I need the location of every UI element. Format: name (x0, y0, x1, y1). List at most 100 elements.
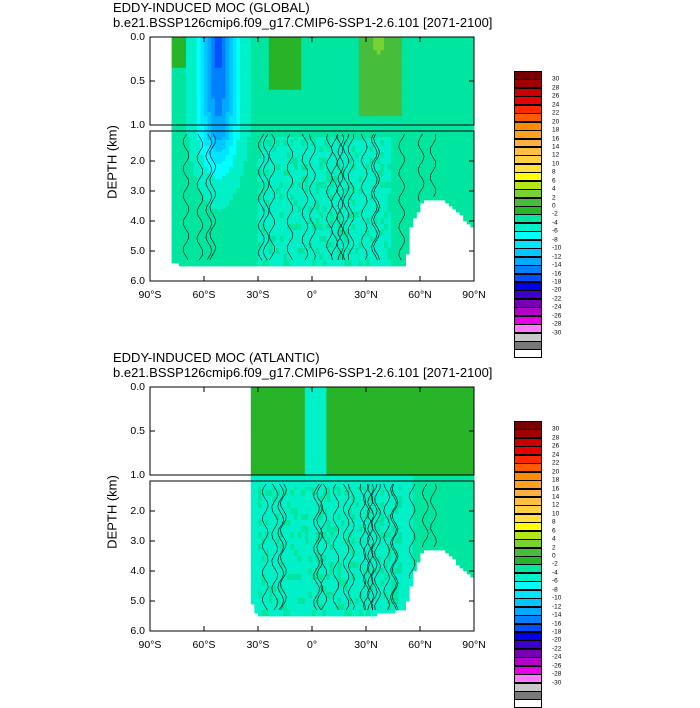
heatmap-cell (225, 89, 230, 95)
heatmap-cell (247, 212, 252, 216)
heatmap-cell (175, 239, 180, 243)
heatmap-cell (340, 197, 345, 201)
heatmap-cell (441, 149, 446, 153)
heatmap-cell (225, 212, 230, 216)
heatmap-cell (405, 85, 410, 91)
heatmap-cell (193, 94, 198, 99)
heatmap-cell (384, 125, 388, 135)
heatmap-cell (423, 134, 428, 138)
heatmap-cell (276, 164, 280, 168)
heatmap-cell (258, 197, 262, 201)
heatmap-cell (297, 218, 302, 222)
heatmap-cell (409, 143, 414, 147)
heatmap-cell (211, 194, 216, 198)
heatmap-cell (362, 251, 367, 255)
heatmap-cell (373, 242, 378, 246)
heatmap-cell (200, 116, 205, 121)
heatmap-cell (441, 134, 446, 138)
heatmap-cell (362, 134, 367, 138)
heatmap-cell (351, 50, 356, 55)
heatmap-cell (405, 251, 410, 255)
heatmap-cell (250, 152, 255, 156)
heatmap-cell (319, 81, 324, 86)
heatmap-cell (258, 76, 262, 82)
heatmap-cell (416, 103, 421, 108)
heatmap-cell (301, 94, 306, 99)
heatmap-cell (466, 206, 471, 210)
heatmap-cell (391, 233, 396, 237)
heatmap-cell (369, 236, 374, 240)
heatmap-cell (301, 146, 306, 150)
heatmap-cell (412, 161, 417, 165)
heatmap-cell (333, 188, 338, 192)
heatmap-cell (218, 203, 223, 207)
heatmap-cell (380, 111, 385, 117)
heatmap-cell (189, 41, 194, 47)
heatmap-cell (373, 125, 378, 135)
heatmap-cell (416, 76, 421, 82)
heatmap-cell (175, 188, 180, 192)
heatmap-cell (344, 111, 349, 117)
heatmap-cell (175, 245, 180, 249)
heatmap-cell (394, 63, 399, 69)
heatmap-cell (193, 221, 198, 225)
heatmap-cell (326, 200, 331, 204)
heatmap-cell (211, 251, 216, 255)
heatmap-cell (315, 63, 320, 69)
heatmap-cell (394, 81, 399, 86)
heatmap-cell (409, 167, 414, 171)
heatmap-cell (178, 170, 183, 174)
heatmap-cell (279, 245, 284, 249)
heatmap-cell (348, 257, 352, 261)
heatmap-cell (254, 98, 259, 104)
heatmap-cell (225, 111, 230, 117)
heatmap-cell (196, 176, 201, 180)
heatmap-cell (463, 63, 468, 69)
heatmap-cell (315, 218, 320, 222)
heatmap-cell (182, 143, 187, 147)
heatmap-cell (326, 140, 331, 144)
heatmap-cell (459, 191, 464, 195)
heatmap-cell (268, 248, 273, 252)
heatmap-cell (463, 188, 468, 192)
heatmap-cell (182, 221, 187, 225)
heatmap-cell (200, 209, 205, 213)
heatmap-cell (402, 179, 406, 183)
heatmap-cell (333, 227, 338, 231)
heatmap-cell (175, 191, 180, 195)
heatmap-cell (279, 170, 284, 174)
heatmap-cell (387, 116, 392, 121)
heatmap-cell (438, 50, 442, 55)
heatmap-cell (423, 158, 428, 162)
heatmap-cell (326, 67, 331, 73)
heatmap-cell (344, 149, 349, 153)
heatmap-cell (366, 125, 370, 135)
heatmap-cell (362, 254, 367, 258)
heatmap-cell (225, 170, 230, 174)
heatmap-cell (441, 164, 446, 168)
heatmap-cell (387, 206, 392, 210)
heatmap-cell (466, 176, 471, 180)
heatmap-cell (254, 41, 259, 47)
heatmap-cell (358, 254, 363, 258)
heatmap-cell (229, 248, 234, 252)
heatmap-cell (254, 182, 259, 186)
heatmap-cell (463, 194, 468, 198)
heatmap-cell (218, 149, 223, 153)
heatmap-cell (279, 248, 284, 252)
heatmap-cell (193, 206, 198, 210)
heatmap-cell (196, 76, 201, 82)
heatmap-cell (398, 170, 403, 174)
heatmap-cell (326, 116, 331, 121)
heatmap-cell (384, 152, 388, 156)
heatmap-cell (337, 89, 342, 95)
heatmap-cell (204, 45, 208, 51)
heatmap-cell (463, 37, 468, 42)
heatmap-cell (366, 72, 370, 77)
heatmap-cell (420, 125, 424, 135)
heatmap-cell (376, 94, 381, 99)
heatmap-cell (319, 224, 324, 228)
heatmap-cell (294, 94, 298, 99)
heatmap-cell (405, 149, 410, 153)
heatmap-cell (243, 179, 248, 183)
